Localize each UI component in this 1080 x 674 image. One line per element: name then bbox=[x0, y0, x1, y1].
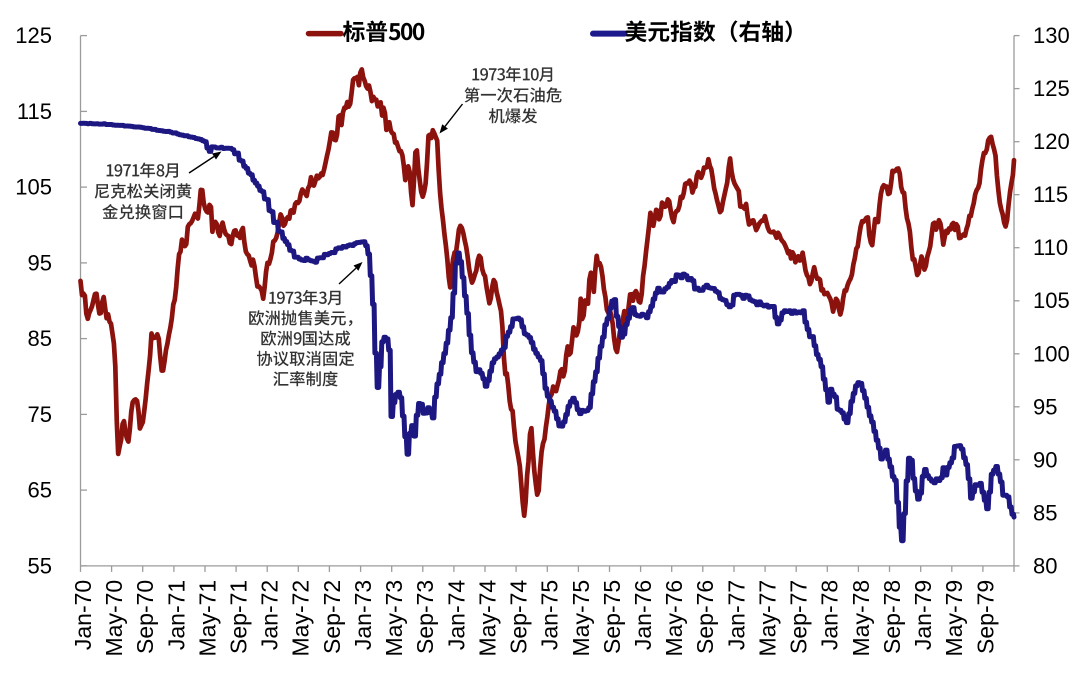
svg-text:May-78: May-78 bbox=[848, 580, 874, 657]
svg-text:Sep-74: Sep-74 bbox=[506, 580, 532, 654]
svg-text:Jan-71: Jan-71 bbox=[163, 580, 189, 650]
svg-text:120: 120 bbox=[1033, 129, 1070, 154]
svg-text:85: 85 bbox=[1033, 500, 1057, 525]
svg-text:85: 85 bbox=[28, 326, 52, 351]
svg-text:115: 115 bbox=[17, 99, 52, 124]
svg-text:May-71: May-71 bbox=[194, 580, 220, 657]
svg-text:Sep-78: Sep-78 bbox=[879, 580, 905, 654]
svg-text:125: 125 bbox=[1033, 76, 1070, 101]
svg-text:90: 90 bbox=[1033, 447, 1057, 472]
svg-text:80: 80 bbox=[1033, 553, 1057, 578]
svg-text:115: 115 bbox=[1033, 182, 1068, 207]
svg-text:105: 105 bbox=[15, 175, 52, 200]
svg-text:May-76: May-76 bbox=[661, 580, 687, 657]
svg-text:Sep-72: Sep-72 bbox=[319, 580, 345, 654]
svg-text:Jan-77: Jan-77 bbox=[723, 580, 749, 650]
svg-text:Jan-72: Jan-72 bbox=[257, 580, 283, 650]
svg-text:Sep-70: Sep-70 bbox=[132, 580, 158, 654]
svg-text:Jan-73: Jan-73 bbox=[350, 580, 376, 650]
svg-text:125: 125 bbox=[15, 23, 52, 48]
svg-text:May-73: May-73 bbox=[381, 580, 407, 657]
svg-text:130: 130 bbox=[1033, 23, 1070, 48]
svg-text:Sep-71: Sep-71 bbox=[226, 580, 252, 654]
svg-text:Sep-79: Sep-79 bbox=[972, 580, 998, 654]
svg-text:Sep-76: Sep-76 bbox=[692, 580, 718, 654]
svg-text:95: 95 bbox=[1033, 394, 1057, 419]
svg-text:95: 95 bbox=[28, 250, 52, 275]
svg-text:Sep-77: Sep-77 bbox=[786, 580, 812, 654]
svg-text:Jan-75: Jan-75 bbox=[537, 580, 563, 650]
svg-text:Jan-76: Jan-76 bbox=[630, 580, 656, 650]
svg-text:May-77: May-77 bbox=[755, 580, 781, 657]
svg-text:May-72: May-72 bbox=[288, 580, 314, 657]
svg-text:Jan-70: Jan-70 bbox=[70, 580, 96, 650]
svg-text:May-75: May-75 bbox=[568, 580, 594, 657]
svg-text:100: 100 bbox=[1033, 341, 1070, 366]
svg-text:May-70: May-70 bbox=[101, 580, 127, 657]
svg-text:Jan-79: Jan-79 bbox=[910, 580, 936, 650]
svg-text:Jan-74: Jan-74 bbox=[443, 580, 469, 651]
svg-text:65: 65 bbox=[28, 478, 52, 503]
svg-text:110: 110 bbox=[1033, 235, 1068, 260]
svg-text:105: 105 bbox=[1033, 288, 1070, 313]
svg-text:55: 55 bbox=[28, 553, 52, 578]
svg-text:Sep-73: Sep-73 bbox=[412, 580, 438, 654]
svg-text:May-79: May-79 bbox=[941, 580, 967, 657]
svg-text:Sep-75: Sep-75 bbox=[599, 580, 625, 654]
svg-text:May-74: May-74 bbox=[474, 580, 500, 657]
svg-text:75: 75 bbox=[28, 402, 52, 427]
svg-text:Jan-78: Jan-78 bbox=[817, 580, 843, 650]
